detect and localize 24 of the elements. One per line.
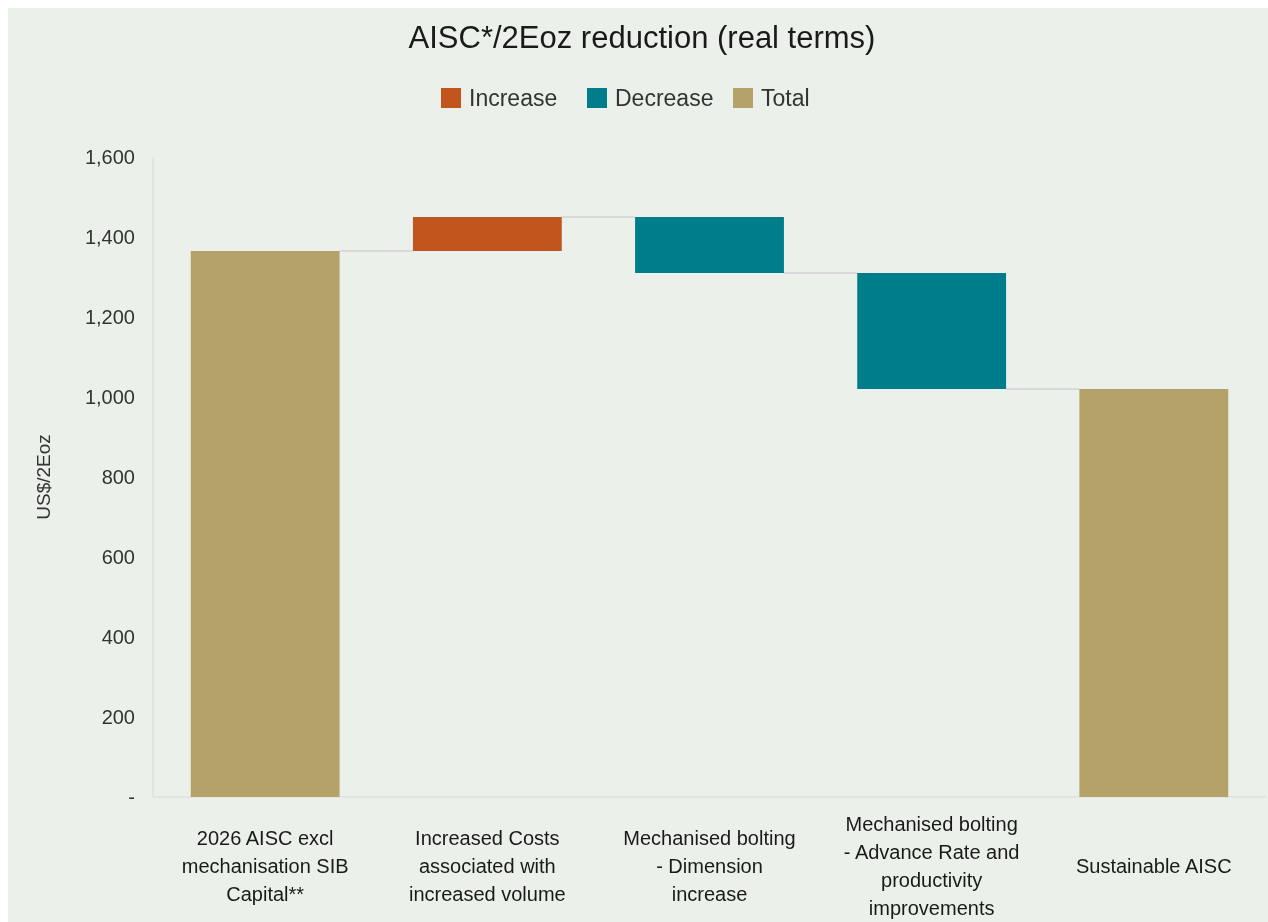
bar <box>412 217 562 251</box>
y-tick-label: 800 <box>101 466 135 488</box>
legend-label: Decrease <box>615 85 714 111</box>
y-tick-label: 1,200 <box>84 306 135 328</box>
y-tick-label: 400 <box>101 626 135 648</box>
x-tick-label: Mechanised bolting - Dimension increase <box>623 827 796 905</box>
y-tick-label: - <box>128 786 135 808</box>
bar <box>857 273 1007 389</box>
chart-title: AISC*/2Eoz reduction (real terms) <box>408 20 876 55</box>
y-tick-label: 1,000 <box>84 386 135 408</box>
y-axis-title: US$/2Eoz <box>33 434 54 520</box>
y-tick-label: 1,600 <box>84 146 135 168</box>
bar <box>190 251 340 797</box>
y-tick-label: 1,400 <box>84 226 135 248</box>
x-tick-label: Increased Costs associated with increased volume <box>408 827 566 905</box>
y-tick-label: 600 <box>101 546 135 568</box>
y-tick-label: 200 <box>101 706 135 728</box>
x-tick-label: Mechanised bolting - Advance Rate and productivity improvements <box>843 813 1020 919</box>
bar <box>635 217 784 273</box>
x-tick-label: Sustainable AISC <box>1075 855 1232 877</box>
bar <box>1079 389 1229 797</box>
legend-label: Increase <box>469 85 558 111</box>
x-tick-label: 2026 AISC excl mechanisation SIB Capital** <box>181 827 349 905</box>
legend-label: Total <box>761 85 810 111</box>
